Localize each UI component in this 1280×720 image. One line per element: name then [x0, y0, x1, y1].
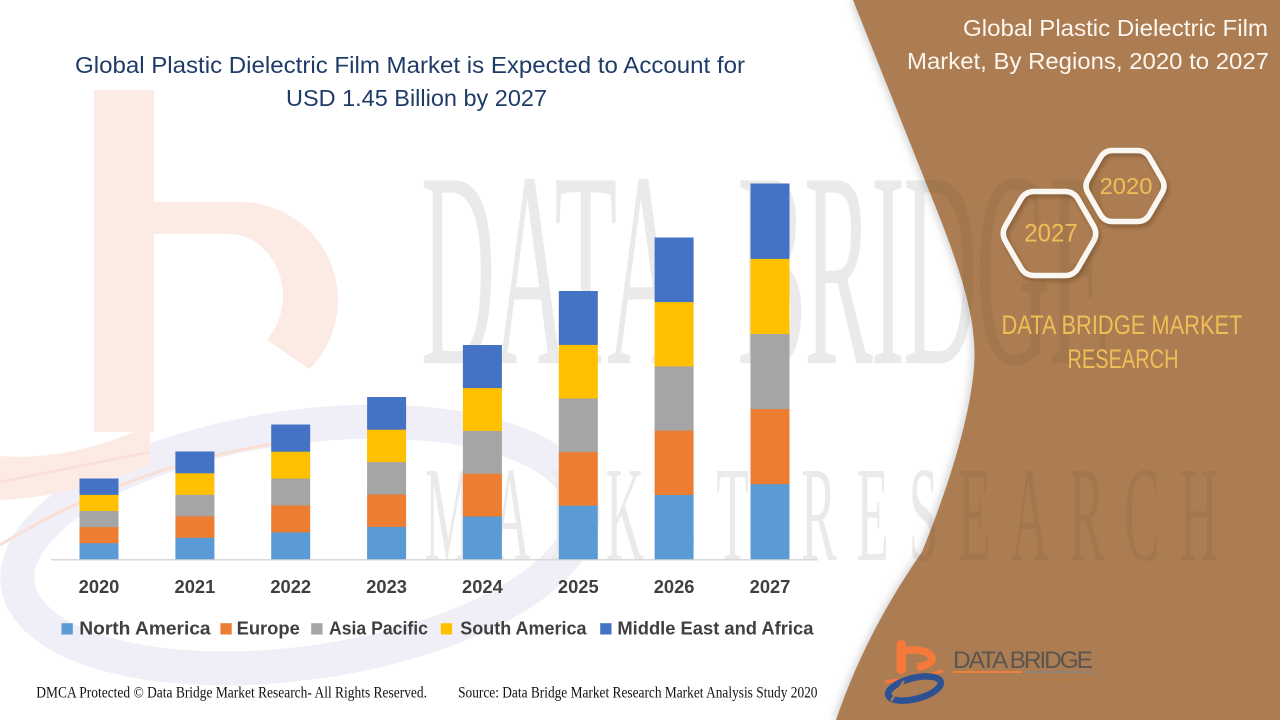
- svg-text:MARKET RESEARCH: MARKET RESEARCH: [953, 677, 1094, 686]
- svg-text:North America: North America: [79, 619, 211, 639]
- svg-text:Middle East and Africa: Middle East and Africa: [617, 619, 814, 639]
- svg-text:RESEARCH: RESEARCH: [1068, 344, 1179, 374]
- svg-text:2027: 2027: [1024, 220, 1077, 248]
- svg-text:USD 1.45 Billion by 2027: USD 1.45 Billion by 2027: [286, 85, 547, 111]
- svg-text:2024: 2024: [462, 576, 504, 597]
- svg-text:Market, By Regions, 2020 to 20: Market, By Regions, 2020 to 2027: [907, 48, 1269, 74]
- svg-text:2020: 2020: [79, 576, 120, 597]
- svg-text:Europe: Europe: [237, 619, 300, 639]
- svg-text:South America: South America: [460, 619, 587, 639]
- svg-text:2026: 2026: [654, 576, 695, 597]
- svg-text:2023: 2023: [366, 576, 407, 597]
- svg-text:2022: 2022: [270, 576, 311, 597]
- svg-text:2027: 2027: [750, 576, 791, 597]
- svg-text:Global Plastic Dielectric Film: Global Plastic Dielectric Film Market is…: [75, 52, 745, 78]
- svg-text:Source: Data Bridge Market Res: Source: Data Bridge Market Research Mark…: [458, 685, 817, 702]
- svg-text:2020: 2020: [1100, 173, 1153, 199]
- svg-text:DMCA Protected © Data Bridge M: DMCA Protected © Data Bridge Market Rese…: [36, 685, 427, 702]
- svg-text:2025: 2025: [558, 576, 599, 597]
- svg-text:Asia Pacific: Asia Pacific: [329, 619, 428, 639]
- svg-text:Global Plastic Dielectric Film: Global Plastic Dielectric Film: [963, 15, 1268, 41]
- svg-text:2021: 2021: [175, 576, 216, 597]
- svg-text:DATA BRIDGE MARKET: DATA BRIDGE MARKET: [1002, 310, 1243, 340]
- svg-text:DATA BRIDGE: DATA BRIDGE: [953, 647, 1093, 674]
